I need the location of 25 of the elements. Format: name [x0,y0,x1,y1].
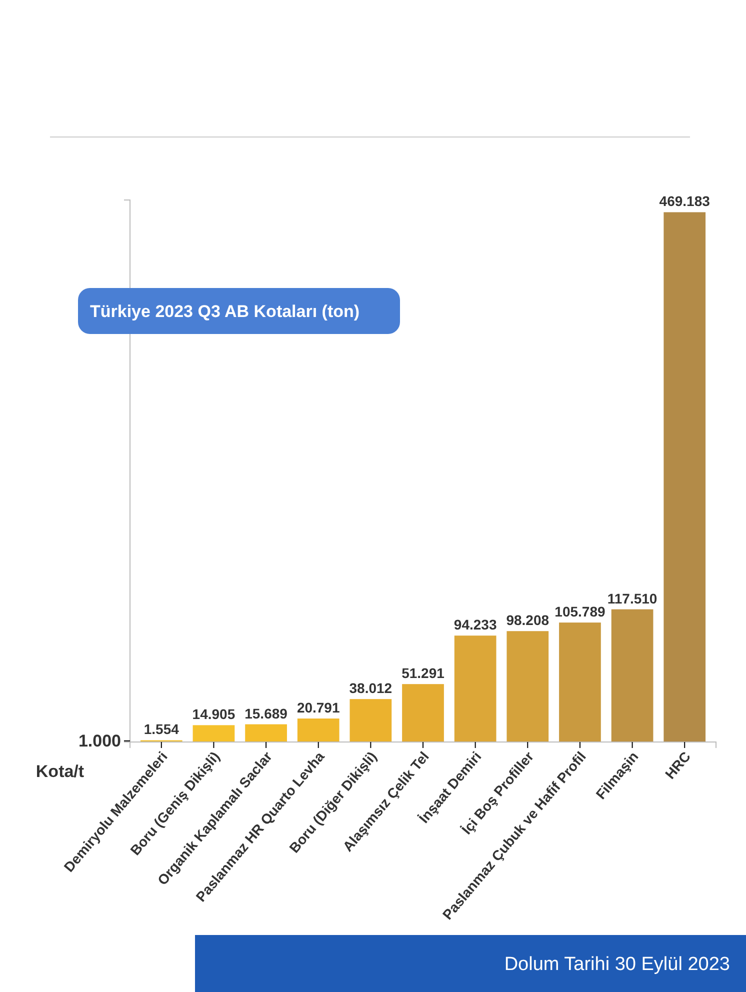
data-label: 51.291 [402,665,445,682]
data-label: 38.012 [349,680,392,696]
data-label: 20.791 [296,700,340,716]
bar [245,724,287,742]
bar [506,631,549,742]
data-label: 1.554 [144,721,180,738]
bar [297,718,340,742]
bar [611,609,654,742]
bar [454,636,496,742]
y-tick-label: 1.000 [78,731,121,750]
data-label: 94.233 [454,616,497,633]
data-label: 15.689 [244,705,288,722]
data-label: 469.183 [659,193,710,210]
data-label: 105.789 [554,604,606,620]
bar [350,699,392,742]
bar [402,684,444,742]
text: Dolum Tarihi 30 Eylül 2023 [504,954,730,975]
bar [192,725,235,742]
data-label: 98.208 [506,612,550,628]
text: Türkiye 2023 Q3 AB Kotaları (ton) [90,302,360,321]
bar [664,212,706,742]
data-label: 14.905 [192,706,236,722]
y-axis-title: Kota/t [36,762,84,781]
bar [559,622,601,742]
data-label: 117.510 [607,590,658,606]
